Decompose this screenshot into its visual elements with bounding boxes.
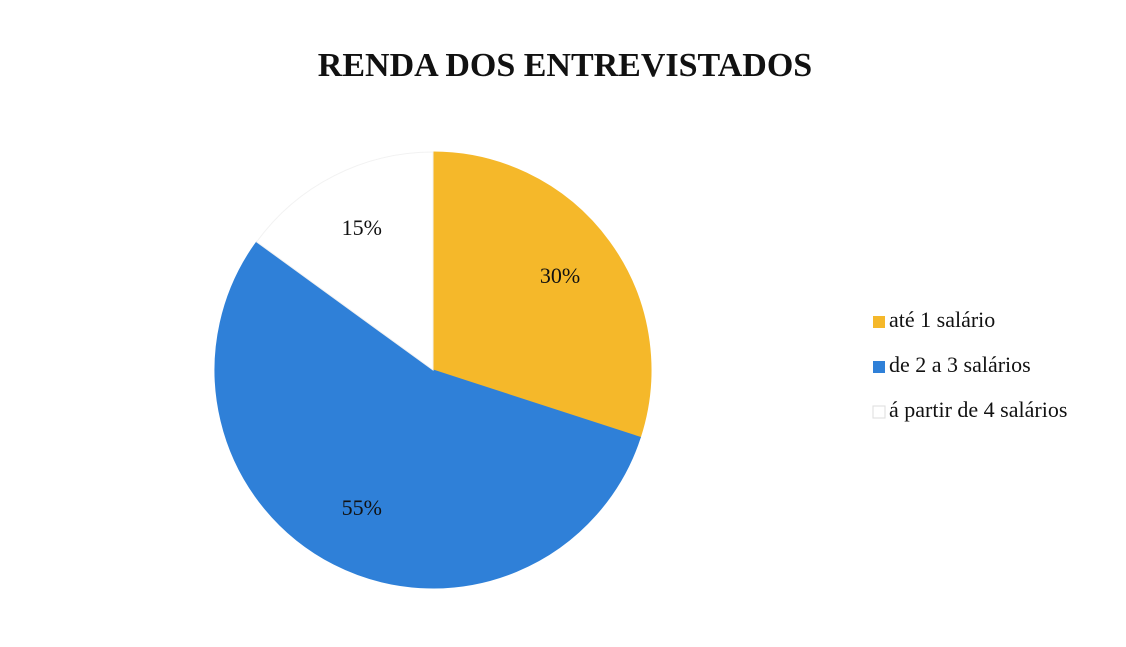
pie-slice bbox=[214, 241, 641, 589]
legend-label: de 2 a 3 salários bbox=[889, 352, 1031, 377]
data-label: 30% bbox=[540, 263, 580, 288]
data-label: 55% bbox=[342, 495, 382, 520]
legend-swatch bbox=[872, 405, 886, 419]
chart-title: RENDA DOS ENTREVISTADOS bbox=[318, 47, 812, 84]
pie-slice bbox=[432, 151, 652, 438]
legend-label: até 1 salário bbox=[889, 307, 995, 332]
legend-label: á partir de 4 salários bbox=[889, 397, 1067, 422]
data-label: 15% bbox=[342, 215, 382, 240]
legend-swatch bbox=[873, 361, 885, 373]
legend-swatch bbox=[873, 316, 885, 328]
pie-slice bbox=[255, 151, 434, 371]
